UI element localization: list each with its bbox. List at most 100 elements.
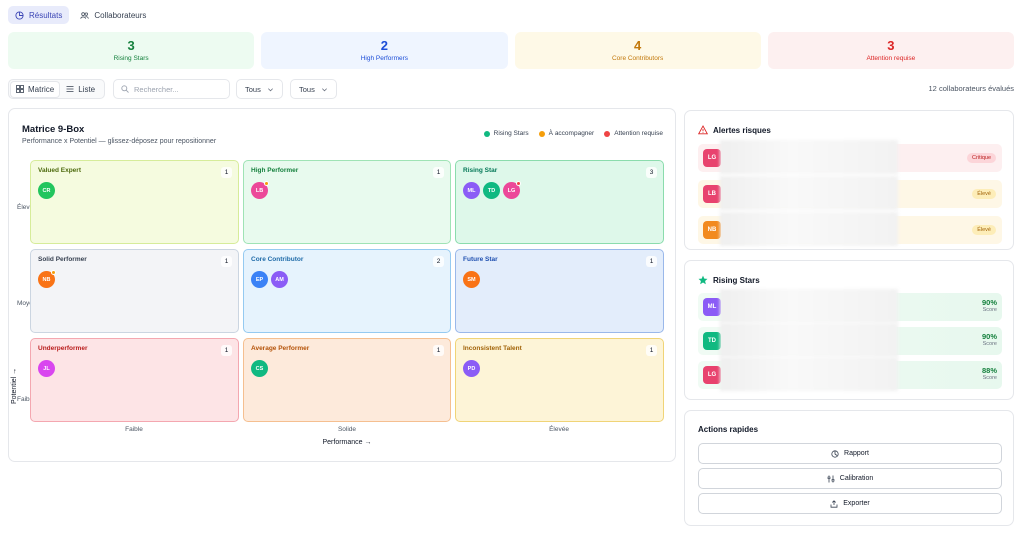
score-label: Score bbox=[982, 375, 997, 381]
x-tick-solide: Solide bbox=[337, 426, 357, 433]
view-list-button[interactable]: Liste bbox=[61, 82, 100, 97]
rising-star-row[interactable]: ML 90% Score bbox=[698, 289, 1002, 323]
avatar-group: CR bbox=[38, 182, 55, 199]
grid-cell-core-contributor[interactable]: Core Contributor 2 EP AM bbox=[243, 249, 451, 333]
risk-alerts-card: Alertes risques LG Critique LB Élevé NB Élevé bbox=[684, 110, 1014, 250]
rising-star-row[interactable]: TD 90% Score bbox=[698, 323, 1002, 357]
avatar-cs[interactable]: CS bbox=[251, 360, 268, 377]
rising-star-row[interactable]: LG 88% Score bbox=[698, 357, 1002, 391]
cell-count-badge: 1 bbox=[433, 345, 444, 356]
rising-stars-card: Rising Stars ML 90% Score TD 90% Score LG 88% Sc… bbox=[684, 260, 1014, 400]
top-tabs: Résultats Collaborateurs bbox=[8, 6, 153, 24]
avatar-initials: JL bbox=[43, 365, 50, 372]
grid-cell-average-performer[interactable]: Average Performer 1 CS bbox=[243, 338, 451, 422]
avatar-nb[interactable]: NB bbox=[38, 270, 56, 288]
quick-actions-card: Actions rapides Rapport Calibration Expo… bbox=[684, 410, 1014, 526]
cell-name: Core Contributor bbox=[251, 256, 304, 263]
export-button[interactable]: Exporter bbox=[698, 493, 1002, 514]
cell-name: Underperformer bbox=[38, 345, 88, 352]
report-button[interactable]: Rapport bbox=[698, 443, 1002, 464]
status-dot bbox=[516, 181, 521, 186]
risk-row[interactable]: LB Élevé bbox=[698, 176, 1002, 210]
stat-value: 3 bbox=[127, 38, 135, 53]
grid-cell-inconsistent-talent[interactable]: Inconsistent Talent 1 PD bbox=[455, 338, 664, 422]
search-input[interactable] bbox=[134, 84, 224, 94]
chart-icon bbox=[15, 10, 24, 20]
avatar-pd[interactable]: PD bbox=[463, 360, 480, 377]
report-button-label: Rapport bbox=[844, 450, 869, 457]
redacted-name bbox=[720, 323, 898, 357]
score-value: 90% bbox=[981, 332, 997, 341]
stat-label: Rising Stars bbox=[113, 55, 149, 62]
avatar-group: LB bbox=[251, 181, 269, 199]
x-tick-elevee: Élevée bbox=[549, 426, 569, 433]
redacted-name bbox=[720, 140, 898, 174]
filter-select-1[interactable]: Tous bbox=[236, 79, 283, 99]
matrix-card: Matrice 9-Box Performance x Potentiel — … bbox=[8, 108, 676, 462]
avatar: NB bbox=[703, 221, 721, 239]
filter-select-1-value: Tous bbox=[245, 84, 261, 94]
tab-collaborateurs[interactable]: Collaborateurs bbox=[73, 6, 153, 24]
grid-cell-valued-expert[interactable]: Valued Expert 1 CR bbox=[30, 160, 239, 244]
view-matrix-label: Matrice bbox=[28, 84, 55, 94]
score-block: 90% Score bbox=[982, 332, 997, 347]
avatar-group: EP AM bbox=[251, 271, 288, 288]
employee-count: 12 collaborateurs évalués bbox=[928, 84, 1014, 93]
view-matrix-button[interactable]: Matrice bbox=[11, 81, 60, 97]
avatar-sm[interactable]: SM bbox=[463, 271, 480, 288]
redacted-name bbox=[720, 357, 898, 391]
risk-row[interactable]: NB Élevé bbox=[698, 212, 1002, 246]
cell-count-badge: 1 bbox=[221, 167, 232, 178]
avatar-lg[interactable]: LG bbox=[503, 181, 521, 199]
rising-stars-title-text: Rising Stars bbox=[713, 275, 760, 285]
cell-count-badge: 1 bbox=[646, 256, 657, 267]
cell-name: High Performer bbox=[251, 167, 299, 174]
legend-label: Attention requise bbox=[614, 130, 663, 137]
rising-stars-title: Rising Stars bbox=[698, 275, 760, 285]
matrix-legend: Rising Stars À accompagner Attention req… bbox=[483, 130, 663, 137]
avatar-jl[interactable]: JL bbox=[38, 360, 55, 377]
grid-cell-underperformer[interactable]: Underperformer 1 JL bbox=[30, 338, 239, 422]
risk-row[interactable]: LG Critique bbox=[698, 140, 1002, 174]
status-dot bbox=[51, 270, 56, 275]
calibration-icon bbox=[827, 475, 835, 482]
avatar-group: JL bbox=[38, 360, 55, 377]
avatar-initials: TD bbox=[487, 187, 496, 194]
avatar: ML bbox=[703, 298, 721, 316]
search-box bbox=[113, 79, 230, 99]
report-icon bbox=[831, 449, 839, 458]
avatar-ml[interactable]: ML bbox=[463, 182, 480, 199]
grid-cell-future-star[interactable]: Future Star 1 SM bbox=[455, 249, 664, 333]
tab-collaborateurs-label: Collaborateurs bbox=[94, 10, 147, 20]
cell-count-badge: 3 bbox=[646, 167, 657, 178]
avatar-group: SM bbox=[463, 271, 480, 288]
avatar-ep[interactable]: EP bbox=[251, 271, 268, 288]
stats-row: 3 Rising Stars 2 High Performers 4 Core … bbox=[8, 32, 1014, 69]
legend-label: Rising Stars bbox=[493, 130, 529, 137]
avatar-cr[interactable]: CR bbox=[38, 182, 55, 199]
filter-select-2[interactable]: Tous bbox=[290, 79, 337, 99]
legend-label: À accompagner bbox=[548, 130, 595, 137]
avatar-td[interactable]: TD bbox=[483, 182, 500, 199]
avatar-initials: PD bbox=[467, 365, 476, 372]
calibration-button[interactable]: Calibration bbox=[698, 468, 1002, 489]
filter-select-2-value: Tous bbox=[299, 84, 315, 94]
avatar-lb[interactable]: LB bbox=[251, 181, 269, 199]
avatar-am[interactable]: AM bbox=[271, 271, 288, 288]
redacted-name bbox=[720, 176, 898, 210]
grid-cell-high-performer[interactable]: High Performer 1 LB bbox=[243, 160, 451, 244]
view-list-label: Liste bbox=[78, 84, 96, 94]
export-button-label: Exporter bbox=[843, 500, 870, 507]
toolbar: Matrice Liste Tous Tous 12 collaborateur… bbox=[8, 79, 1014, 99]
stat-label: Attention requise bbox=[866, 55, 916, 62]
x-tick-faible: Faible bbox=[125, 426, 143, 433]
score-block: 88% Score bbox=[982, 366, 997, 381]
tab-resultats[interactable]: Résultats bbox=[8, 6, 70, 24]
grid-cell-rising-star[interactable]: Rising Star 3 ML TD LG bbox=[455, 160, 664, 244]
quick-actions-title-text: Actions rapides bbox=[698, 425, 759, 434]
cell-count-badge: 1 bbox=[646, 345, 657, 356]
view-toggle: Matrice Liste bbox=[8, 79, 105, 99]
score-label: Score bbox=[982, 341, 997, 347]
grid-cell-solid-performer[interactable]: Solid Performer 1 NB bbox=[30, 249, 239, 333]
